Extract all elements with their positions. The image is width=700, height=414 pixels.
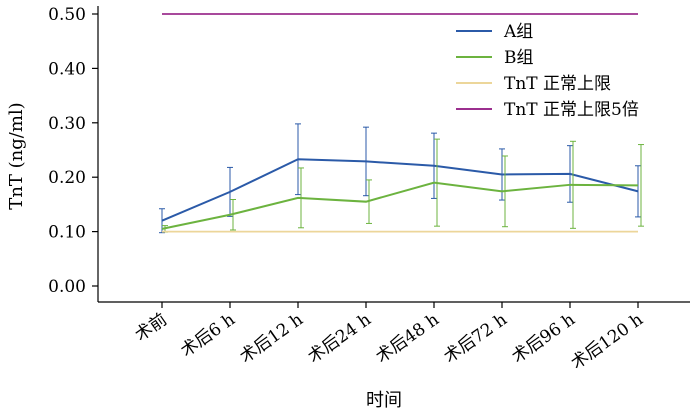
- x-tick-label: 术前: [132, 310, 171, 346]
- y-tick-label: 0.30: [48, 114, 86, 134]
- x-tick-label: 术后120 h: [568, 310, 647, 374]
- series-line: [161, 158, 639, 222]
- series-line: [161, 181, 639, 230]
- y-axis-label: TnT (ng/ml): [6, 102, 27, 209]
- x-tick-label: 术后48 h: [372, 310, 442, 368]
- legend-label: TnT 正常上限: [504, 74, 611, 94]
- y-tick-label: 0.50: [48, 5, 86, 25]
- y-tick-label: 0.10: [48, 223, 86, 243]
- legend-label: B组: [504, 48, 534, 68]
- series-1: [159, 123, 641, 234]
- x-tick-label: 术后24 h: [304, 310, 374, 368]
- x-tick-label: 术后6 h: [177, 310, 239, 361]
- y-tick-label: 0.20: [48, 168, 86, 188]
- x-axis-label: 时间: [366, 390, 402, 411]
- legend-label: TnT 正常上限5倍: [504, 100, 639, 120]
- series-2: [161, 138, 644, 233]
- legend-label: A组: [503, 22, 533, 42]
- legend: A组 B组 TnT 正常上限 TnT 正常上限5倍: [456, 22, 639, 120]
- x-tick-label: 术后12 h: [236, 310, 306, 368]
- y-tick-label: 0.40: [48, 59, 86, 79]
- series-layer: [159, 13, 644, 234]
- x-tick-label: 术后72 h: [440, 310, 510, 368]
- y-tick-label: 0.00: [48, 277, 86, 297]
